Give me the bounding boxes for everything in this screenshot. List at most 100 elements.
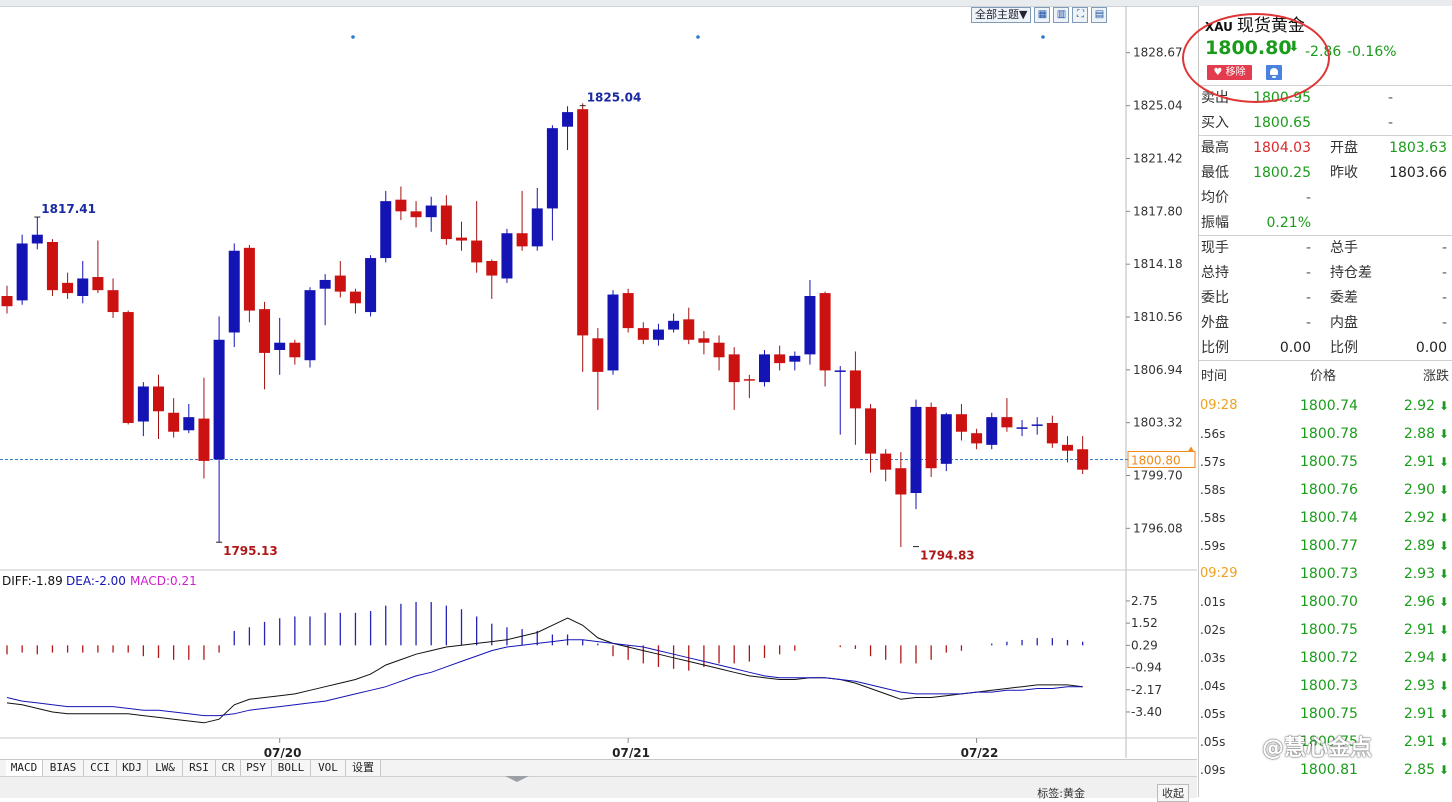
trade-time: .59s <box>1200 539 1226 553</box>
date-label: 07/20 <box>264 746 302 758</box>
price-change-percent: -0.16% <box>1347 44 1397 60</box>
quote-value: 1800.65 <box>1253 115 1311 131</box>
candle-body <box>395 199 407 212</box>
quote-label-2: 持仓差 <box>1330 265 1372 281</box>
tab-vol[interactable]: VOL <box>311 760 346 776</box>
candle-body <box>819 293 831 371</box>
quote-label-2: 内盘 <box>1330 315 1358 331</box>
trade-change: 2.96 <box>1403 594 1435 610</box>
macd-tick-label: 1.52 <box>1131 616 1158 630</box>
fullscreen-icon[interactable]: ⛶ <box>1072 7 1089 23</box>
scroll-down-icon[interactable] <box>505 776 529 782</box>
trade-price: 1800.78 <box>1300 426 1358 442</box>
candle-body <box>971 433 983 444</box>
candle-body <box>183 417 195 431</box>
quote-value-2: - <box>1441 240 1447 256</box>
tab-settings[interactable]: 设置 <box>346 760 381 776</box>
quote-value-2: - <box>1441 315 1447 331</box>
candle-body <box>425 205 437 218</box>
price-flag-icon <box>1188 446 1194 452</box>
bottom-bar: 标签:黄金 收起 <box>0 776 1197 802</box>
extreme-label: 1825.04 <box>587 91 642 105</box>
theme-select-button[interactable]: 全部主题▼ <box>971 7 1032 23</box>
tab-cci[interactable]: CCI <box>84 760 117 776</box>
candle-body <box>910 406 922 494</box>
price-tick-label: 1825.04 <box>1133 99 1183 113</box>
quote-value: - <box>1305 190 1311 206</box>
trade-change: 2.85 <box>1403 762 1435 778</box>
trade-time: .57s <box>1200 455 1226 469</box>
indicator-tabs: MACD BIAS CCI KDJ LW& RSI CR PSY BOLL VOL 设置 <box>0 759 1197 777</box>
candle-body <box>546 128 558 209</box>
down-arrow-icon: ⬇ <box>1438 595 1449 609</box>
trade-time: .04s <box>1200 679 1226 693</box>
quote-row: 现手 - 总手 - <box>1199 236 1452 261</box>
watermark: @慧心金点 <box>1262 736 1373 761</box>
tab-bias[interactable]: BIAS <box>43 760 84 776</box>
trade-time: .01s <box>1200 595 1226 609</box>
price-tick-label: 1821.42 <box>1133 152 1183 166</box>
trade-change: 2.91 <box>1403 454 1435 470</box>
candle-body <box>77 278 89 296</box>
trade-time: .56s <box>1200 427 1226 441</box>
tab-psy[interactable]: PSY <box>241 760 272 776</box>
trade-row: .02s 1800.75 2.91 ⬇ <box>1199 616 1452 644</box>
marker-dot <box>696 35 700 39</box>
candle-body <box>334 275 346 292</box>
quote-row: 委比 - 委差 - <box>1199 286 1452 311</box>
down-arrow-icon: ⬇ <box>1438 735 1449 749</box>
trade-row: .05s 1800.75 2.91 ⬇ <box>1199 728 1452 756</box>
candlestick-chart[interactable]: 1828.67 1825.04 1821.42 1817.80 1814.18 1810.… <box>0 6 1197 758</box>
trade-row: .58s 1800.76 2.90 ⬇ <box>1199 476 1452 504</box>
quote-row: 比例 0.00 比例 0.00 <box>1199 336 1452 361</box>
down-arrow-icon: ⬇ <box>1438 623 1449 637</box>
trade-change: 2.94 <box>1403 650 1435 666</box>
trade-time: 09:28 <box>1200 398 1238 413</box>
quote-label: 现手 <box>1201 240 1229 256</box>
quote-value: - <box>1305 240 1311 256</box>
quote-value-2: - <box>1387 115 1393 131</box>
quote-label: 振幅 <box>1201 215 1229 231</box>
collapse-button[interactable]: 收起 <box>1157 784 1189 802</box>
candle-body <box>698 338 710 343</box>
candle-body <box>683 319 695 340</box>
quote-label: 外盘 <box>1201 315 1229 331</box>
tab-macd[interactable]: MACD <box>6 760 43 776</box>
grid-icon[interactable]: ▥ <box>1053 7 1070 23</box>
price-tick-label: 1828.67 <box>1133 46 1183 60</box>
window-icon[interactable]: ▤ <box>1091 7 1108 23</box>
candle-body <box>440 205 452 240</box>
candle-body <box>668 320 680 330</box>
candle-body <box>107 290 119 313</box>
trade-change: 2.91 <box>1403 622 1435 638</box>
candle-body <box>16 243 28 301</box>
chart-area[interactable]: 1828.67 1825.04 1821.42 1817.80 1814.18 1810.… <box>0 6 1197 758</box>
candle-body <box>607 294 619 371</box>
tab-kdj[interactable]: KDJ <box>117 760 148 776</box>
trade-row: .01s 1800.70 2.96 ⬇ <box>1199 588 1452 616</box>
quote-label: 委比 <box>1201 290 1229 306</box>
tab-cr[interactable]: CR <box>216 760 241 776</box>
quote-value: 0.21% <box>1266 215 1311 231</box>
trade-time: .09s <box>1200 763 1226 777</box>
quote-label: 买入 <box>1201 115 1229 131</box>
marker-dot <box>1041 35 1045 39</box>
candle-body <box>895 468 907 495</box>
separator <box>1199 85 1452 86</box>
quote-row: 振幅 0.21% <box>1199 211 1452 236</box>
candle-body <box>516 233 528 247</box>
trade-row: .56s 1800.78 2.88 ⬇ <box>1199 420 1452 448</box>
layout-icon[interactable]: ▦ <box>1034 7 1051 23</box>
quote-value: - <box>1305 265 1311 281</box>
date-label: 07/21 <box>612 746 650 758</box>
trade-change-header: 涨跌 <box>1422 369 1449 384</box>
candle-body <box>289 342 301 358</box>
current-price-label: 1800.80 <box>1131 453 1181 467</box>
tab-rsi[interactable]: RSI <box>183 760 216 776</box>
trade-change: 2.93 <box>1403 678 1435 694</box>
tab-boll[interactable]: BOLL <box>272 760 311 776</box>
candle-body <box>652 329 664 340</box>
tab-lw[interactable]: LW& <box>148 760 183 776</box>
quote-value: 1800.25 <box>1253 165 1311 181</box>
trade-time: .58s <box>1200 511 1226 525</box>
